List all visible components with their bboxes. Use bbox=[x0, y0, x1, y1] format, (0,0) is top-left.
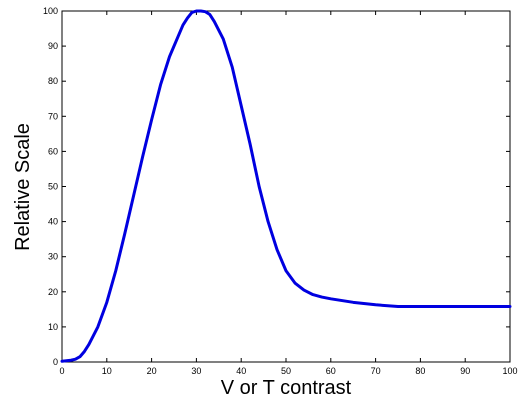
x-tick-label: 50 bbox=[281, 366, 291, 376]
y-tick-label: 40 bbox=[48, 217, 58, 227]
y-tick-label: 20 bbox=[48, 287, 58, 297]
y-tick-label: 30 bbox=[48, 252, 58, 262]
y-tick-label: 60 bbox=[48, 146, 58, 156]
y-tick-label: 10 bbox=[48, 322, 58, 332]
plot-area bbox=[61, 10, 511, 363]
y-tick-label: 0 bbox=[53, 357, 58, 367]
x-tick-label: 30 bbox=[191, 366, 201, 376]
x-axis-label: V or T contrast bbox=[221, 377, 352, 399]
y-tick-label: 100 bbox=[43, 6, 58, 16]
x-tick-label: 70 bbox=[371, 366, 381, 376]
y-tick-labels: 0 10 20 30 40 50 60 70 80 90 100 bbox=[43, 6, 58, 367]
x-tick-label: 0 bbox=[59, 366, 64, 376]
x-tick-label: 80 bbox=[415, 366, 425, 376]
x-tick-labels: 0 10 20 30 40 50 60 70 80 90 100 bbox=[59, 366, 517, 376]
x-tick-label: 20 bbox=[147, 366, 157, 376]
x-tick-label: 90 bbox=[460, 366, 470, 376]
y-tick-label: 80 bbox=[48, 76, 58, 86]
y-tick-label: 70 bbox=[48, 111, 58, 121]
series-line bbox=[60, 9, 512, 363]
y-tick-label: 90 bbox=[48, 41, 58, 51]
y-tick-label: 50 bbox=[48, 182, 58, 192]
x-tick-label: 40 bbox=[236, 366, 246, 376]
x-tick-label: 100 bbox=[502, 366, 517, 376]
series-layer bbox=[60, 9, 512, 363]
y-axis-label: Relative Scale bbox=[12, 123, 34, 251]
x-tick-label: 10 bbox=[102, 366, 112, 376]
x-tick-label: 60 bbox=[326, 366, 336, 376]
